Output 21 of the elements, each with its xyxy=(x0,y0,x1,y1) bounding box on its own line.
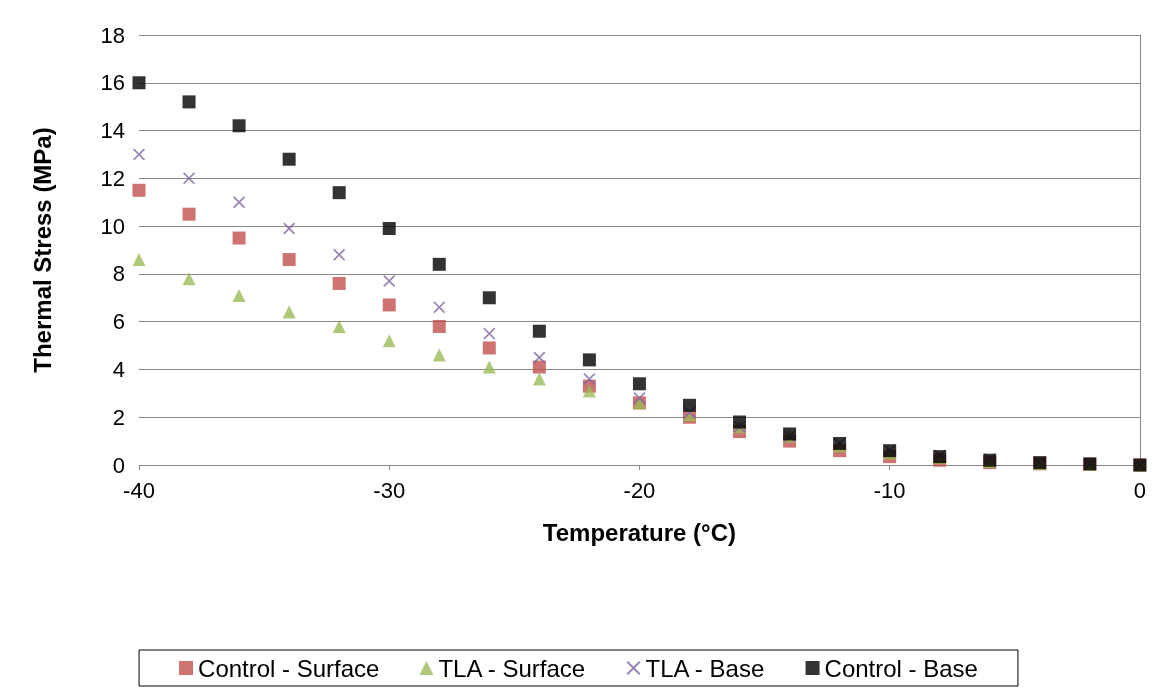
x-tick-label: -20 xyxy=(623,477,656,503)
y-tick-label: 0 xyxy=(112,452,125,478)
y-tick-label: 18 xyxy=(100,22,125,48)
y-tick-label: 10 xyxy=(100,213,125,239)
legend-label: TLA - Base xyxy=(645,654,765,682)
y-tick-label: 4 xyxy=(112,356,125,382)
y-tick-label: 14 xyxy=(100,118,125,144)
x-tick-label: -40 xyxy=(123,477,155,503)
legend-label: Control - Base xyxy=(824,654,978,682)
y-tick-label: 6 xyxy=(112,309,125,335)
y-axis-title: Thermal Stress (MPa) xyxy=(28,127,56,373)
legend-label: Control - Surface xyxy=(198,654,380,682)
x-axis-title: Temperature (°C) xyxy=(542,518,737,546)
y-tick-label: 12 xyxy=(100,165,125,191)
x-tick-label: -30 xyxy=(373,477,406,503)
y-tick-label: 8 xyxy=(112,261,125,287)
x-tick-label: -10 xyxy=(873,477,906,503)
x-tick-label: 0 xyxy=(1133,477,1147,503)
legend-label: TLA - Surface xyxy=(438,654,586,682)
y-tick-label: 16 xyxy=(100,70,125,96)
y-tick-label: 2 xyxy=(112,404,125,430)
